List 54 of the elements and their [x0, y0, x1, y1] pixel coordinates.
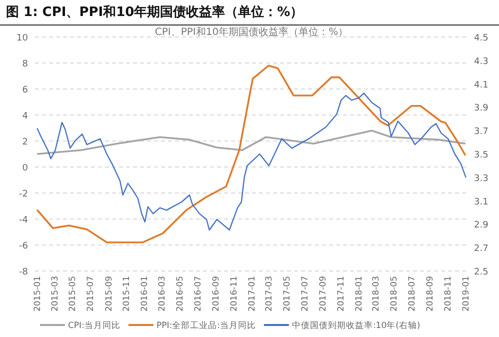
- y2-tick-label: 4.3: [474, 56, 488, 67]
- x-tick-label: 2018-09: [426, 276, 436, 312]
- y-tick-label: 10: [16, 34, 28, 44]
- y-tick-label: -4: [19, 216, 28, 226]
- x-tick-label: 2017-05: [282, 276, 293, 312]
- x-tick-label: 2015-07: [86, 276, 96, 312]
- y2-tick-label: 3.1: [474, 197, 488, 208]
- x-tick-label: 2019-01: [461, 276, 472, 312]
- legend-label: CPI:当月同比: [68, 320, 120, 331]
- x-tick-label: 2018-07: [407, 276, 418, 312]
- y-tick-label: 0: [22, 164, 28, 174]
- y2-tick-label: 2.5: [474, 268, 488, 278]
- y-tick-label: -2: [19, 190, 28, 200]
- line-series: [36, 92, 466, 231]
- x-tick-label: 2016-09: [212, 276, 222, 312]
- x-tick-label: 2015-01: [33, 276, 44, 312]
- y2-tick-label: 4.1: [474, 80, 488, 90]
- chart-subtitle: CPI、PPI和10年期国债收益率（单位：%）: [154, 26, 348, 38]
- y-tick-label: -8: [19, 268, 28, 278]
- x-tick-label: 2018-03: [372, 276, 382, 312]
- x-tick-label: 2017-07: [300, 276, 310, 312]
- line-series: [36, 64, 466, 244]
- y-tick-label: -6: [19, 242, 28, 252]
- x-tick-label: 2016-03: [158, 276, 168, 312]
- y2-tick-label: 3.5: [474, 150, 488, 160]
- y2-tick-label: 2.9: [474, 220, 489, 231]
- y-tick-label: 2: [22, 138, 28, 148]
- y-tick-label: 8: [22, 60, 28, 70]
- y2-tick-label: 3.7: [474, 127, 488, 138]
- x-tick-label: 2016-11: [229, 276, 240, 312]
- y2-tick-label: 3.9: [474, 104, 489, 114]
- x-tick-label: 2015-05: [68, 276, 78, 312]
- legend-label: 中债国债到期收益率:10年(右轴): [292, 320, 420, 331]
- x-tick-label: 2017-09: [318, 276, 329, 312]
- legend-label: PPI:全部工业品:当月同比: [156, 320, 256, 331]
- y-tick-label: 6: [22, 86, 28, 96]
- y-tick-label: 4: [22, 112, 28, 122]
- x-tick-label: 2015-03: [50, 276, 60, 312]
- x-tick-label: 2018-01: [354, 276, 364, 312]
- x-tick-label: 2015-09: [104, 276, 114, 312]
- y2-tick-label: 3.3: [474, 174, 488, 184]
- x-tick-label: 2016-01: [140, 276, 150, 312]
- x-tick-label: 2016-05: [176, 276, 186, 312]
- x-tick-label: 2018-05: [390, 276, 400, 312]
- y2-tick-label: 4.5: [474, 34, 488, 44]
- x-tick-label: 2016-07: [193, 276, 204, 312]
- y2-tick-label: 2.7: [474, 244, 488, 254]
- x-tick-label: 2017-03: [264, 276, 275, 312]
- x-tick-label: 2018-11: [443, 276, 454, 312]
- x-tick-label: 2015-11: [122, 276, 132, 312]
- x-tick-label: 2017-01: [247, 276, 258, 312]
- line-series: [36, 130, 466, 155]
- x-tick-label: 2017-11: [336, 276, 346, 312]
- title: 图 1: CPI、PPI和10年期国债收益率（单位：%）: [6, 5, 304, 20]
